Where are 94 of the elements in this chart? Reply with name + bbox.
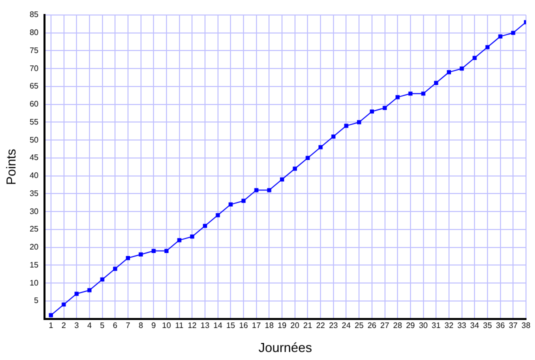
x-tick-label: 14 bbox=[213, 320, 223, 330]
point bbox=[331, 134, 336, 139]
point bbox=[202, 224, 208, 228]
x-tick-label: 10 bbox=[162, 320, 172, 330]
x-tick-label: 9 bbox=[151, 320, 156, 330]
y-tick-label: 30 bbox=[30, 206, 40, 216]
point bbox=[138, 252, 143, 257]
point bbox=[382, 106, 387, 110]
point bbox=[498, 34, 502, 38]
x-tick-label: 33 bbox=[457, 320, 467, 330]
point bbox=[306, 156, 310, 160]
point bbox=[485, 45, 490, 50]
x-tick-label: 12 bbox=[188, 320, 198, 330]
y-tick-label: 50 bbox=[30, 135, 40, 144]
point bbox=[292, 166, 297, 171]
x-tick-label: 29 bbox=[406, 320, 416, 330]
point bbox=[100, 277, 104, 282]
point bbox=[216, 213, 220, 218]
x-tick-label: 31 bbox=[432, 320, 442, 330]
x-tick-label: 15 bbox=[226, 320, 236, 330]
x-tick-label: 11 bbox=[175, 320, 184, 330]
x-tick-label: 28 bbox=[393, 320, 403, 330]
y-tick-label: 5 bbox=[34, 296, 40, 306]
x-tick-label: 2 bbox=[62, 320, 67, 330]
point bbox=[267, 188, 272, 192]
x-tick-label: 25 bbox=[354, 320, 364, 330]
point bbox=[164, 248, 169, 253]
x-tick-label: 1 bbox=[48, 320, 54, 330]
x-tick-label: 7 bbox=[126, 320, 131, 330]
y-tick-label: 20 bbox=[30, 242, 40, 252]
point bbox=[396, 95, 400, 100]
x-tick-label: 34 bbox=[470, 320, 480, 330]
x-tick-label: 24 bbox=[342, 320, 352, 330]
x-tick-label: 3 bbox=[74, 320, 80, 330]
x-tick-label: 23 bbox=[328, 320, 338, 330]
y-tick-label: 45 bbox=[30, 153, 40, 162]
y-tick-label: 75 bbox=[30, 46, 40, 55]
point bbox=[446, 70, 452, 74]
y-tick-label: 85 bbox=[30, 10, 40, 20]
point bbox=[434, 80, 438, 85]
x-tick-label: 22 bbox=[316, 320, 326, 330]
point bbox=[241, 198, 246, 203]
point bbox=[408, 92, 412, 96]
x-axis-title: Journées bbox=[258, 340, 312, 355]
x-tick-label: 35 bbox=[483, 320, 492, 330]
x-tick-label: 32 bbox=[444, 320, 454, 330]
y-tick-label: 35 bbox=[30, 188, 40, 198]
point bbox=[280, 177, 284, 182]
point bbox=[62, 302, 66, 307]
x-tick-label: 27 bbox=[380, 320, 390, 330]
point bbox=[177, 238, 182, 242]
point bbox=[344, 124, 348, 128]
y-tick-label: 80 bbox=[30, 28, 40, 38]
point bbox=[357, 120, 362, 124]
x-tick-label: 30 bbox=[418, 320, 428, 330]
x-tick-label: 37 bbox=[508, 320, 518, 330]
point bbox=[87, 288, 92, 292]
point bbox=[254, 188, 258, 192]
y-tick-label: 15 bbox=[30, 260, 40, 270]
x-tick-label: 36 bbox=[496, 320, 506, 330]
x-tick-label: 5 bbox=[100, 320, 106, 330]
x-tick-label: 21 bbox=[303, 320, 313, 330]
point bbox=[472, 56, 477, 60]
point bbox=[460, 66, 464, 71]
y-tick-label: 25 bbox=[30, 224, 40, 234]
x-tick-label: 8 bbox=[138, 320, 144, 330]
point bbox=[126, 256, 130, 260]
x-tick-label: 17 bbox=[252, 320, 262, 330]
point bbox=[370, 109, 374, 114]
x-tick-label: 16 bbox=[239, 320, 249, 330]
x-tick-label: 19 bbox=[278, 320, 288, 330]
point bbox=[228, 202, 233, 206]
x-tick-label: 38 bbox=[522, 320, 531, 330]
x-tick-label: 4 bbox=[87, 320, 92, 330]
y-axis-title: Points bbox=[3, 148, 18, 185]
point bbox=[318, 145, 323, 150]
x-tick-label: 18 bbox=[264, 320, 274, 330]
point bbox=[74, 292, 79, 296]
y-tick-label: 65 bbox=[30, 82, 40, 91]
point bbox=[421, 92, 426, 96]
point bbox=[511, 30, 516, 35]
y-tick-label: 40 bbox=[30, 171, 40, 180]
x-tick-label: 20 bbox=[290, 320, 300, 330]
point bbox=[152, 248, 156, 253]
point bbox=[190, 234, 194, 239]
x-tick-label: 6 bbox=[112, 320, 118, 330]
point bbox=[48, 313, 53, 318]
y-tick-label: 55 bbox=[30, 117, 40, 126]
x-tick-label: 13 bbox=[200, 320, 210, 330]
point bbox=[113, 266, 118, 271]
y-tick-label: 70 bbox=[30, 64, 40, 73]
x-tick-label: 26 bbox=[367, 320, 377, 330]
y-tick-label: 10 bbox=[30, 278, 40, 288]
y-tick-label: 60 bbox=[30, 100, 40, 109]
